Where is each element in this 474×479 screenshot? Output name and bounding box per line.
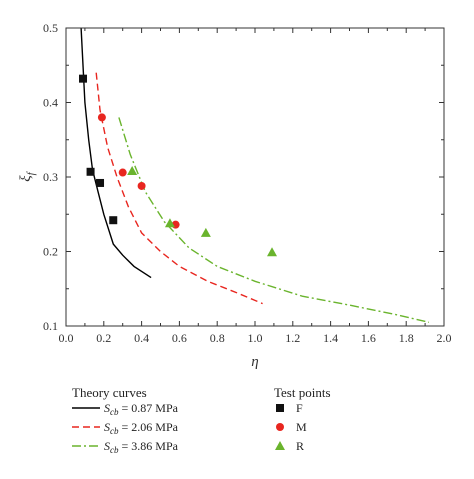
theory-curve-2 bbox=[95, 72, 263, 305]
test-point-M bbox=[137, 181, 146, 190]
x-tick-label: 2.0 bbox=[437, 331, 452, 345]
legend-point-swatch bbox=[275, 441, 285, 450]
test-point-M bbox=[118, 168, 127, 177]
test-point-R bbox=[267, 247, 278, 257]
legend-curve-label: Scb = 2.06 MPa bbox=[104, 420, 179, 436]
x-tick-label: 1.6 bbox=[361, 331, 376, 345]
x-tick-label: 0.0 bbox=[59, 331, 74, 345]
legend: Theory curves Test points Scb = 0.87 MPa… bbox=[72, 385, 331, 455]
x-tick-label: 1.4 bbox=[323, 331, 338, 345]
y-axis-label-main: ξ bbox=[18, 175, 34, 182]
theory-curve-1 bbox=[80, 27, 152, 279]
legend-point-label: R bbox=[296, 439, 304, 453]
y-tick-label: 0.4 bbox=[43, 96, 58, 110]
x-axis: 0.0 0.2 0.4 0.6 0.8 1.0 1.2 1.4 1.6 1.8 2.0 bbox=[59, 28, 452, 345]
theory-curve-3 bbox=[118, 117, 430, 323]
legend-points: FMR bbox=[275, 401, 307, 453]
legend-point-swatch bbox=[276, 423, 284, 431]
test-point-R bbox=[200, 227, 211, 237]
plot-area bbox=[79, 27, 430, 323]
y-tick-label: 0.2 bbox=[43, 245, 58, 259]
legend-theory-title: Theory curves bbox=[72, 385, 147, 400]
y-axis-label: ξf bbox=[18, 170, 37, 181]
x-tick-label: 0.2 bbox=[96, 331, 111, 345]
legend-test-title: Test points bbox=[274, 385, 331, 400]
legend-point-label: F bbox=[296, 401, 303, 415]
test-point-R bbox=[127, 166, 138, 176]
legend-curve-label: Scb = 3.86 MPa bbox=[104, 439, 179, 455]
test-point-F bbox=[96, 178, 105, 187]
x-tick-label: 1.0 bbox=[248, 331, 263, 345]
legend-curves: Scb = 0.87 MPa Scb = 2.06 MPa Scb = 3.86 M… bbox=[72, 401, 179, 455]
test-point-F bbox=[86, 167, 95, 176]
y-axis: 0.1 0.2 0.3 0.4 0.5 bbox=[43, 21, 444, 333]
x-tick-label: 0.6 bbox=[172, 331, 187, 345]
test-point-F bbox=[79, 74, 88, 83]
test-point-F bbox=[109, 216, 118, 225]
test-point-M bbox=[97, 113, 106, 122]
y-tick-label: 0.1 bbox=[43, 319, 58, 333]
y-tick-label: 0.3 bbox=[43, 170, 58, 184]
legend-point-swatch bbox=[276, 404, 284, 412]
x-tick-label: 1.8 bbox=[399, 331, 414, 345]
x-axis-label: η bbox=[251, 354, 258, 370]
y-axis-label-subscript: f bbox=[25, 170, 37, 175]
legend-point-label: M bbox=[296, 420, 307, 434]
x-tick-label: 0.8 bbox=[210, 331, 225, 345]
legend-curve-label: Scb = 0.87 MPa bbox=[104, 401, 179, 417]
y-tick-label: 0.5 bbox=[43, 21, 58, 35]
test-point-R bbox=[164, 218, 175, 228]
x-tick-label: 0.4 bbox=[134, 331, 149, 345]
x-tick-label: 1.2 bbox=[285, 331, 300, 345]
